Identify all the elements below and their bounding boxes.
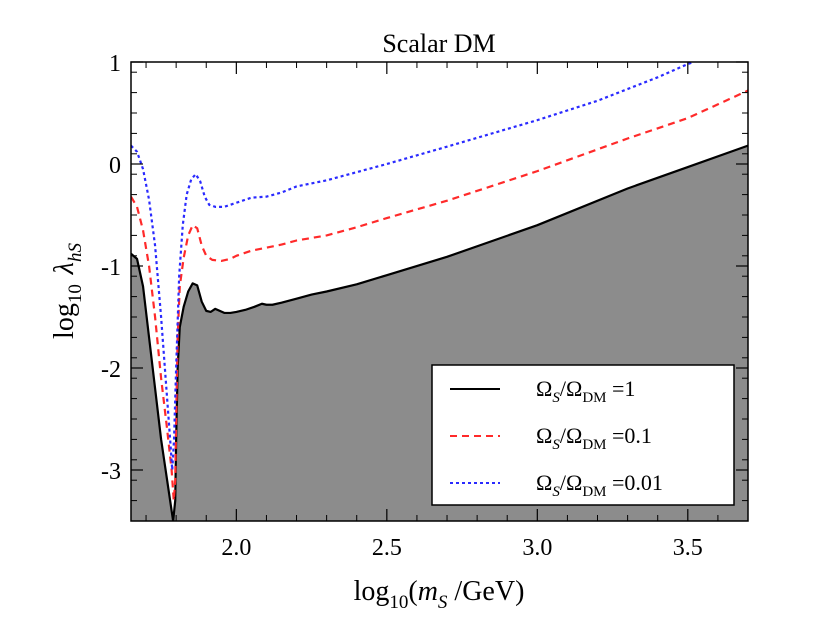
y-axis-label: log10λhS: [49, 243, 86, 339]
x-tick-label: 3.0: [522, 535, 552, 561]
chart-title: Scalar DM: [382, 29, 495, 58]
y-tick-label: -1: [101, 255, 121, 281]
x-axis-label: log10(mS /GeV): [354, 576, 525, 613]
y-tick-label: -2: [101, 357, 121, 383]
legend-label-3: ΩS/ΩDM =0.01: [536, 470, 663, 500]
y-tick-label: 1: [109, 51, 121, 77]
svg-text:log10λhS: log10λhS: [49, 243, 86, 339]
y-tick-label: -3: [101, 459, 121, 485]
axis-layer: 2.0 2.5 3.0 3.5 1 0 -1 -2 -3: [101, 51, 749, 561]
series-line-2: [131, 89, 748, 502]
legend: ΩS/ΩDM =1 ΩS/ΩDM =0.1 ΩS/ΩDM =0.01: [431, 364, 735, 506]
series-line-3: [131, 62, 695, 472]
x-tick-label: 2.0: [221, 535, 251, 561]
series-line-1: [131, 144, 748, 521]
legend-label-2: ΩS/ΩDM =0.1: [536, 423, 652, 453]
legend-label-1: ΩS/ΩDM =1: [536, 376, 635, 406]
plot-frame: [130, 61, 749, 522]
x-tick-label: 2.5: [372, 535, 402, 561]
series-layer: [131, 62, 748, 521]
y-tick-label: 0: [109, 153, 121, 179]
x-tick-label: 3.5: [673, 535, 703, 561]
